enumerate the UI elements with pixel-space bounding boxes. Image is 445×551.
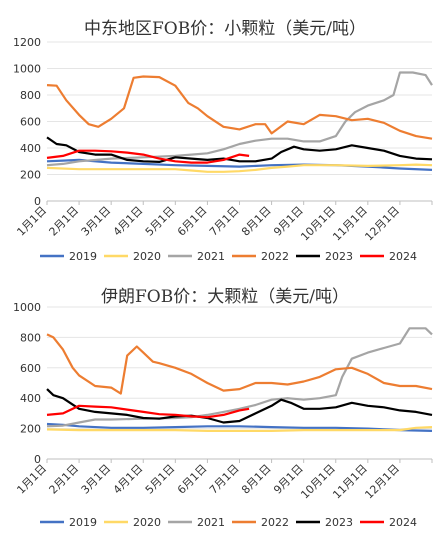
y-tick-label: 600	[20, 362, 41, 375]
legend-label-2023: 2023	[325, 516, 353, 529]
legend-label-2024: 2024	[389, 516, 417, 529]
series-line-2023	[46, 136, 433, 163]
series-line-2024	[46, 404, 250, 419]
series-line-2020	[46, 163, 433, 173]
legend-label-2021: 2021	[197, 250, 225, 263]
x-tick-label: 1月1日	[14, 462, 49, 497]
x-tick-label: 5月1日	[143, 204, 178, 239]
x-tick-label: 12月1日	[362, 204, 402, 244]
series-line-2022	[46, 75, 433, 140]
legend-label-2022: 2022	[261, 250, 289, 263]
x-tick-label: 3月1日	[79, 204, 114, 239]
series-line-2021	[46, 71, 433, 167]
x-tick-label: 2月1日	[47, 462, 82, 497]
y-tick-label: 200	[20, 169, 41, 182]
series-line-2021	[46, 327, 433, 428]
legend-label-2019: 2019	[69, 516, 97, 529]
legend-label-2022: 2022	[261, 516, 289, 529]
y-tick-label: 1000	[13, 301, 41, 314]
series-line-2024	[46, 149, 250, 164]
x-tick-label: 7月1日	[207, 462, 242, 497]
y-tick-label: 0	[34, 453, 41, 466]
series-line-2023	[46, 388, 433, 424]
x-tick-label: 8月1日	[239, 462, 274, 497]
y-tick-label: 400	[20, 142, 41, 155]
x-tick-label: 5月1日	[143, 462, 178, 497]
legend-label-2019: 2019	[69, 250, 97, 263]
x-tick-label: 1月1日	[14, 204, 49, 239]
y-tick-label: 800	[20, 89, 41, 102]
y-tick-label: 600	[20, 116, 41, 129]
series-line-2019	[46, 422, 433, 432]
chart-small-granule: 中东地区FOB价：小颗粒（美元/吨） 0 200 400 600 800 1000 1200…	[13, 19, 433, 263]
legend-label-2020: 2020	[133, 250, 161, 263]
series-line-2022	[46, 333, 433, 395]
y-tick-label: 200	[20, 423, 41, 436]
legend-label-2020: 2020	[133, 516, 161, 529]
y-tick-label: 1200	[13, 36, 41, 49]
x-tick-label: 12月1日	[362, 462, 402, 502]
x-tick-label: 10月1日	[298, 204, 338, 244]
x-tick-label: 11月1日	[330, 462, 370, 502]
legend-label-2021: 2021	[197, 516, 225, 529]
x-tick-label: 8月1日	[239, 204, 274, 239]
x-tick-label: 4月1日	[111, 204, 146, 239]
x-tick-label: 11月1日	[330, 204, 370, 244]
y-tick-label: 800	[20, 331, 41, 344]
x-tick-label: 6月1日	[175, 204, 210, 239]
x-tick-label: 10月1日	[298, 462, 338, 502]
x-tick-label: 2月1日	[47, 204, 82, 239]
y-tick-label: 1000	[13, 63, 41, 76]
y-tick-label: 0	[34, 195, 41, 208]
series-line-2020	[46, 426, 433, 432]
x-tick-label: 4月1日	[111, 462, 146, 497]
chart-title: 中东地区FOB价：小颗粒（美元/吨）	[84, 19, 366, 39]
legend-label-2023: 2023	[325, 250, 353, 263]
x-tick-label: 6月1日	[175, 462, 210, 497]
chart-title: 伊朗FOB价：大颗粒（美元/吨）	[101, 287, 349, 307]
x-tick-label: 3月1日	[79, 462, 114, 497]
y-tick-label: 400	[20, 392, 41, 405]
x-tick-label: 7月1日	[207, 204, 242, 239]
legend-label-2024: 2024	[389, 250, 417, 263]
